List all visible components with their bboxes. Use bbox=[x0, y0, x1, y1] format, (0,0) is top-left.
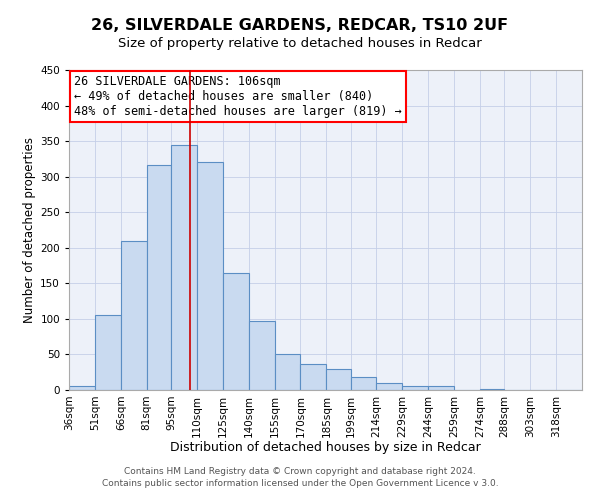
Bar bbox=[248, 321, 275, 390]
Bar bbox=[350, 377, 376, 390]
Bar bbox=[403, 386, 428, 390]
Bar bbox=[223, 272, 248, 390]
X-axis label: Distribution of detached houses by size in Redcar: Distribution of detached houses by size … bbox=[170, 441, 481, 454]
Bar bbox=[197, 162, 223, 390]
Bar bbox=[147, 166, 171, 390]
Text: 26 SILVERDALE GARDENS: 106sqm
← 49% of detached houses are smaller (840)
48% of : 26 SILVERDALE GARDENS: 106sqm ← 49% of d… bbox=[74, 75, 402, 118]
Bar bbox=[428, 386, 454, 390]
Bar bbox=[376, 383, 403, 390]
Bar bbox=[69, 386, 95, 390]
Bar bbox=[480, 388, 504, 390]
Text: Contains public sector information licensed under the Open Government Licence v : Contains public sector information licen… bbox=[101, 478, 499, 488]
Y-axis label: Number of detached properties: Number of detached properties bbox=[23, 137, 36, 323]
Text: 26, SILVERDALE GARDENS, REDCAR, TS10 2UF: 26, SILVERDALE GARDENS, REDCAR, TS10 2UF bbox=[91, 18, 509, 32]
Bar bbox=[95, 316, 121, 390]
Bar bbox=[326, 368, 350, 390]
Text: Contains HM Land Registry data © Crown copyright and database right 2024.: Contains HM Land Registry data © Crown c… bbox=[124, 467, 476, 476]
Bar bbox=[275, 354, 301, 390]
Bar bbox=[301, 364, 326, 390]
Text: Size of property relative to detached houses in Redcar: Size of property relative to detached ho… bbox=[118, 38, 482, 51]
Bar bbox=[121, 240, 147, 390]
Bar bbox=[171, 144, 197, 390]
